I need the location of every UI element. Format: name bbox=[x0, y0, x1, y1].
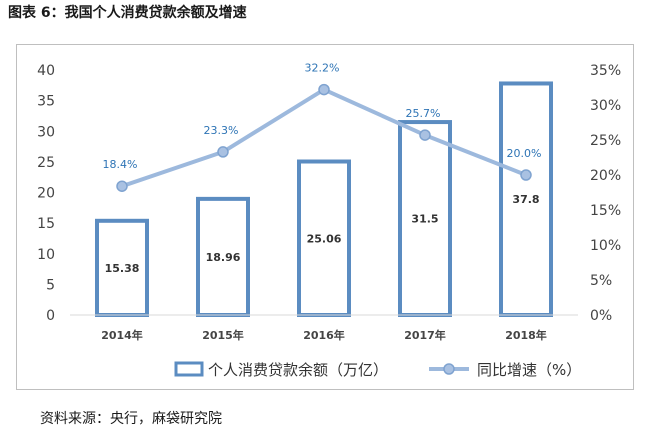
line-point bbox=[217, 146, 229, 158]
y-right-tick-label: 15% bbox=[590, 203, 621, 219]
bar bbox=[196, 196, 250, 317]
y-right-tick-label: 35% bbox=[590, 63, 621, 79]
x-tick-label: 2014年 bbox=[101, 328, 143, 342]
y-left-tick-label: 0 bbox=[46, 308, 55, 324]
bar-value-label: 15.38 bbox=[105, 262, 140, 275]
y-left-tick-label: 35 bbox=[37, 94, 55, 110]
legend: 个人消费贷款余额（万亿） 同比增速（%） bbox=[174, 361, 581, 379]
line-value-label: 18.4% bbox=[103, 158, 138, 171]
y-left-tick-label: 10 bbox=[37, 247, 55, 263]
line-point bbox=[419, 129, 431, 141]
chart-title: 图表 6：我国个人消费贷款余额及增速 bbox=[8, 5, 247, 21]
chart-frame bbox=[16, 44, 634, 390]
x-tick-label: 2017年 bbox=[404, 328, 446, 342]
y-right-tick-label: 5% bbox=[590, 273, 612, 289]
bar-labels: 15.38 18.96 25.06 31.5 37.8 bbox=[105, 193, 540, 275]
bar-value-label: 31.5 bbox=[411, 213, 438, 226]
bar bbox=[95, 218, 149, 317]
y-left-tick-label: 15 bbox=[37, 216, 55, 232]
line-value-label: 20.0% bbox=[507, 147, 542, 160]
line-value-label: 23.3% bbox=[204, 124, 239, 137]
y-left-tick-label: 30 bbox=[37, 124, 55, 140]
line-value-label: 25.7% bbox=[406, 107, 441, 120]
legend-bar-label: 个人消费贷款余额（万亿） bbox=[208, 361, 388, 379]
line-point bbox=[520, 169, 532, 181]
bar-series bbox=[70, 81, 578, 317]
x-tick-label: 2016年 bbox=[303, 328, 345, 342]
y-left-tick-label: 20 bbox=[37, 186, 55, 202]
y-left-tick-label: 40 bbox=[37, 63, 55, 79]
line-value-label: 32.2% bbox=[305, 62, 340, 75]
y-right-tick-label: 30% bbox=[590, 98, 621, 114]
legend-line-marker bbox=[443, 363, 455, 375]
y-axis-right: 0% 5% 10% 15% 20% 25% 30% 35% bbox=[590, 63, 621, 324]
bar-value-label: 25.06 bbox=[307, 232, 342, 245]
x-tick-label: 2018年 bbox=[505, 328, 547, 342]
line-point bbox=[116, 180, 128, 192]
y-right-tick-label: 25% bbox=[590, 133, 621, 149]
y-left-tick-label: 5 bbox=[46, 277, 55, 293]
y-left-tick-label: 25 bbox=[37, 155, 55, 171]
y-axis-left: 0 5 10 15 20 25 30 35 40 bbox=[37, 63, 55, 324]
y-right-tick-label: 0% bbox=[590, 308, 612, 324]
x-axis: 2014年 2015年 2016年 2017年 2018年 bbox=[101, 328, 547, 342]
bar bbox=[297, 159, 351, 317]
source-note: 资料来源：央行，麻袋研究院 bbox=[40, 411, 222, 427]
y-right-tick-label: 20% bbox=[590, 168, 621, 184]
legend-bar-swatch bbox=[174, 361, 204, 377]
x-tick-label: 2015年 bbox=[202, 328, 244, 342]
line-point bbox=[318, 83, 330, 96]
line-labels: 18.4% 23.3% 32.2% 25.7% 20.0% bbox=[103, 62, 542, 172]
y-right-tick-label: 10% bbox=[590, 238, 621, 254]
line-series bbox=[116, 83, 532, 192]
bar-value-label: 37.8 bbox=[512, 193, 539, 206]
bar-value-label: 18.96 bbox=[206, 251, 241, 264]
legend-line-label: 同比增速（%） bbox=[477, 361, 581, 379]
